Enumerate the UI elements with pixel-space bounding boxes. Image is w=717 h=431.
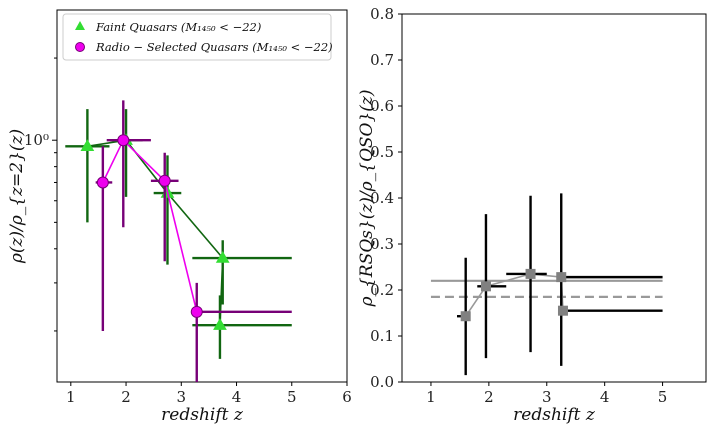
- radio-point: [117, 134, 130, 147]
- ratio-point: [556, 272, 567, 283]
- faint-point: [213, 318, 227, 330]
- legend-triangle-icon: [75, 21, 85, 30]
- series-radio: [95, 100, 292, 382]
- x-tick-label: 2: [484, 388, 494, 406]
- series-ratio: [457, 193, 663, 376]
- radio-point: [96, 176, 109, 189]
- y-tick-label: 0.6: [370, 97, 394, 115]
- faint-point: [80, 139, 95, 151]
- x-axis-label: redshift z: [161, 405, 244, 425]
- radio-point: [158, 174, 171, 187]
- y-tick-label: 0.3: [370, 235, 394, 253]
- y-tick-label: 0.0: [370, 373, 394, 391]
- legend-box: [62, 13, 332, 61]
- radio-point: [190, 305, 203, 318]
- x-tick-label: 1: [66, 388, 76, 406]
- left-panel: 1 2 3 4 5 6 10⁰ redshift z ρ(z)/ρ_{z=2}(z) Faint …: [7, 9, 352, 425]
- x-tick-label: 3: [542, 388, 552, 406]
- x-tick-label: 3: [177, 388, 187, 406]
- x-axis-label: redshift z: [513, 405, 596, 425]
- faint-line: [87, 139, 224, 326]
- left-plot-frame: [56, 9, 348, 383]
- x-tick-label: 1: [426, 388, 436, 406]
- x-tick-label: 2: [121, 388, 131, 406]
- ratio-point: [557, 305, 568, 316]
- legend-circle-icon: [75, 42, 85, 52]
- y-axis-label: ρ(z)/ρ_{z=2}(z): [7, 129, 27, 264]
- y-tick-label: 0.5: [370, 143, 394, 161]
- y-tick-label: 0.1: [370, 327, 394, 345]
- radio-line: [102, 138, 198, 313]
- right-plot-frame: [401, 13, 707, 383]
- y-axis-label: ρ_{RSQs}(z)/ρ_{QSO}(z): [357, 89, 377, 307]
- legend: Faint Quasars (M₁₄₅₀ < −22) Radio − Selec…: [62, 13, 333, 61]
- right-panel: 1 2 3 4 5 0.0 0.1 0.2 0.3 0.4 0.5 0.6 0.7 0.8 redshift…: [357, 5, 707, 425]
- x-tick-label: 6: [342, 388, 352, 406]
- legend-label: Radio − Selected Quasars (M₁₄₅₀ < −22): [95, 40, 333, 54]
- x-tick-label: 5: [658, 388, 668, 406]
- y-tick-label: 0.8: [370, 5, 394, 23]
- y-tick-label: 0.4: [370, 189, 394, 207]
- y-tick-label: 0.7: [370, 51, 394, 69]
- x-tick-label: 5: [287, 388, 297, 406]
- y-tick-label: 0.2: [370, 281, 394, 299]
- ratio-point: [460, 311, 471, 322]
- legend-label: Faint Quasars (M₁₄₅₀ < −22): [95, 20, 261, 34]
- x-tick-label: 4: [232, 388, 242, 406]
- faint-point: [215, 251, 230, 263]
- ratio-point: [525, 268, 536, 279]
- y-tick-label: 10⁰: [24, 131, 49, 149]
- x-tick-label: 4: [600, 388, 610, 406]
- ratio-point: [480, 281, 491, 292]
